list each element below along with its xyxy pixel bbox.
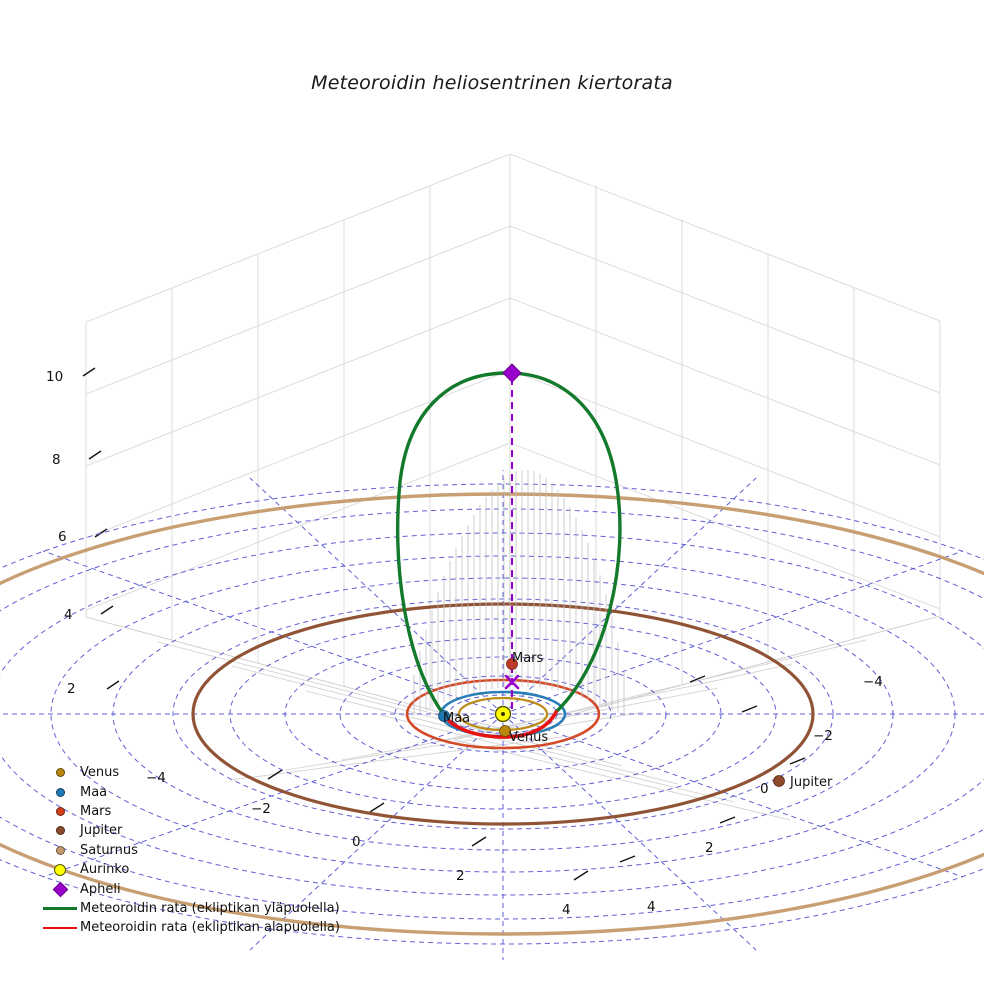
page-title: Meteoroidin heliosentrinen kiertorata — [311, 72, 673, 94]
xtick-neg4: −4 — [146, 770, 166, 786]
xtick-0: 0 — [352, 834, 361, 850]
legend-item-6[interactable]: Apheli — [40, 879, 350, 898]
ytick-neg4: −4 — [863, 674, 883, 690]
legend-item-4[interactable]: Saturnus — [40, 841, 350, 860]
legend-marker-venus — [40, 768, 80, 778]
legend-marker-mars — [40, 806, 80, 816]
ztick-6: 6 — [58, 529, 67, 545]
legend-marker-saturnus — [40, 845, 80, 855]
legend-label-1: Maa — [80, 784, 108, 800]
legend-label-2: Mars — [80, 803, 112, 819]
ytick-2: 2 — [705, 840, 714, 856]
legend-label-3: Jupiter — [80, 823, 123, 839]
legend-marker-maa — [40, 787, 80, 797]
legend-item-5[interactable]: Aurinko — [40, 860, 350, 879]
legend-marker-aurinko — [40, 863, 80, 876]
legend: Venus Maa Mars Jupiter Saturnus Aurinko Apheli… — [40, 763, 350, 938]
orbit-jupiter — [191, 602, 815, 826]
legend-item-0[interactable]: Venus — [40, 763, 350, 782]
legend-item-1[interactable]: Maa — [40, 782, 350, 801]
planet-marker-jupiter[interactable] — [773, 775, 785, 787]
ytick-neg2: −2 — [813, 728, 833, 744]
legend-label-6: Apheli — [80, 881, 121, 897]
meteoroid-orbit-below-ecliptic — [442, 710, 558, 739]
label-venus: Venus — [509, 730, 549, 745]
ztick-8: 8 — [52, 452, 61, 468]
legend-item-7[interactable]: Meteoroidin rata (ekliptikan yläpuolella… — [40, 899, 350, 918]
planet-marker-mars[interactable] — [506, 658, 518, 670]
legend-label-5: Aurinko — [80, 862, 130, 878]
label-maa: Maa — [443, 711, 471, 726]
legend-item-2[interactable]: Mars — [40, 802, 350, 821]
orbit-saturnus — [0, 492, 984, 936]
legend-label-8: Meteoroidin rata (ekliptikan alapuolella… — [80, 920, 340, 936]
ztick-2: 2 — [67, 681, 76, 697]
orbit-mars — [405, 678, 601, 750]
ytick-4: 4 — [647, 899, 656, 915]
legend-item-3[interactable]: Jupiter — [40, 821, 350, 840]
xtick-4: 4 — [562, 902, 571, 918]
perihelion-marker[interactable] — [504, 674, 520, 690]
legend-label-0: Venus — [80, 765, 120, 781]
ytick-0: 0 — [760, 781, 769, 797]
planet-marker-maa[interactable] — [438, 710, 450, 722]
legend-marker-apheli — [40, 881, 80, 897]
legend-marker-jupiter — [40, 826, 80, 836]
label-jupiter: Jupiter — [790, 775, 833, 790]
legend-label-7: Meteoroidin rata (ekliptikan yläpuolella… — [80, 900, 340, 916]
legend-item-8[interactable]: Meteoroidin rata (ekliptikan alapuolella… — [40, 918, 350, 937]
ztick-10: 10 — [46, 369, 64, 385]
xtick-2: 2 — [456, 868, 465, 884]
legend-line-below — [40, 926, 80, 930]
planet-marker-venus[interactable] — [499, 725, 511, 737]
sun-marker[interactable] — [494, 705, 512, 723]
xtick-neg2: −2 — [251, 801, 271, 817]
aphelion-marker[interactable] — [502, 363, 522, 383]
label-mars: Mars — [512, 651, 544, 666]
legend-line-above — [40, 907, 80, 910]
legend-label-4: Saturnus — [80, 842, 138, 858]
ztick-4: 4 — [64, 607, 73, 623]
